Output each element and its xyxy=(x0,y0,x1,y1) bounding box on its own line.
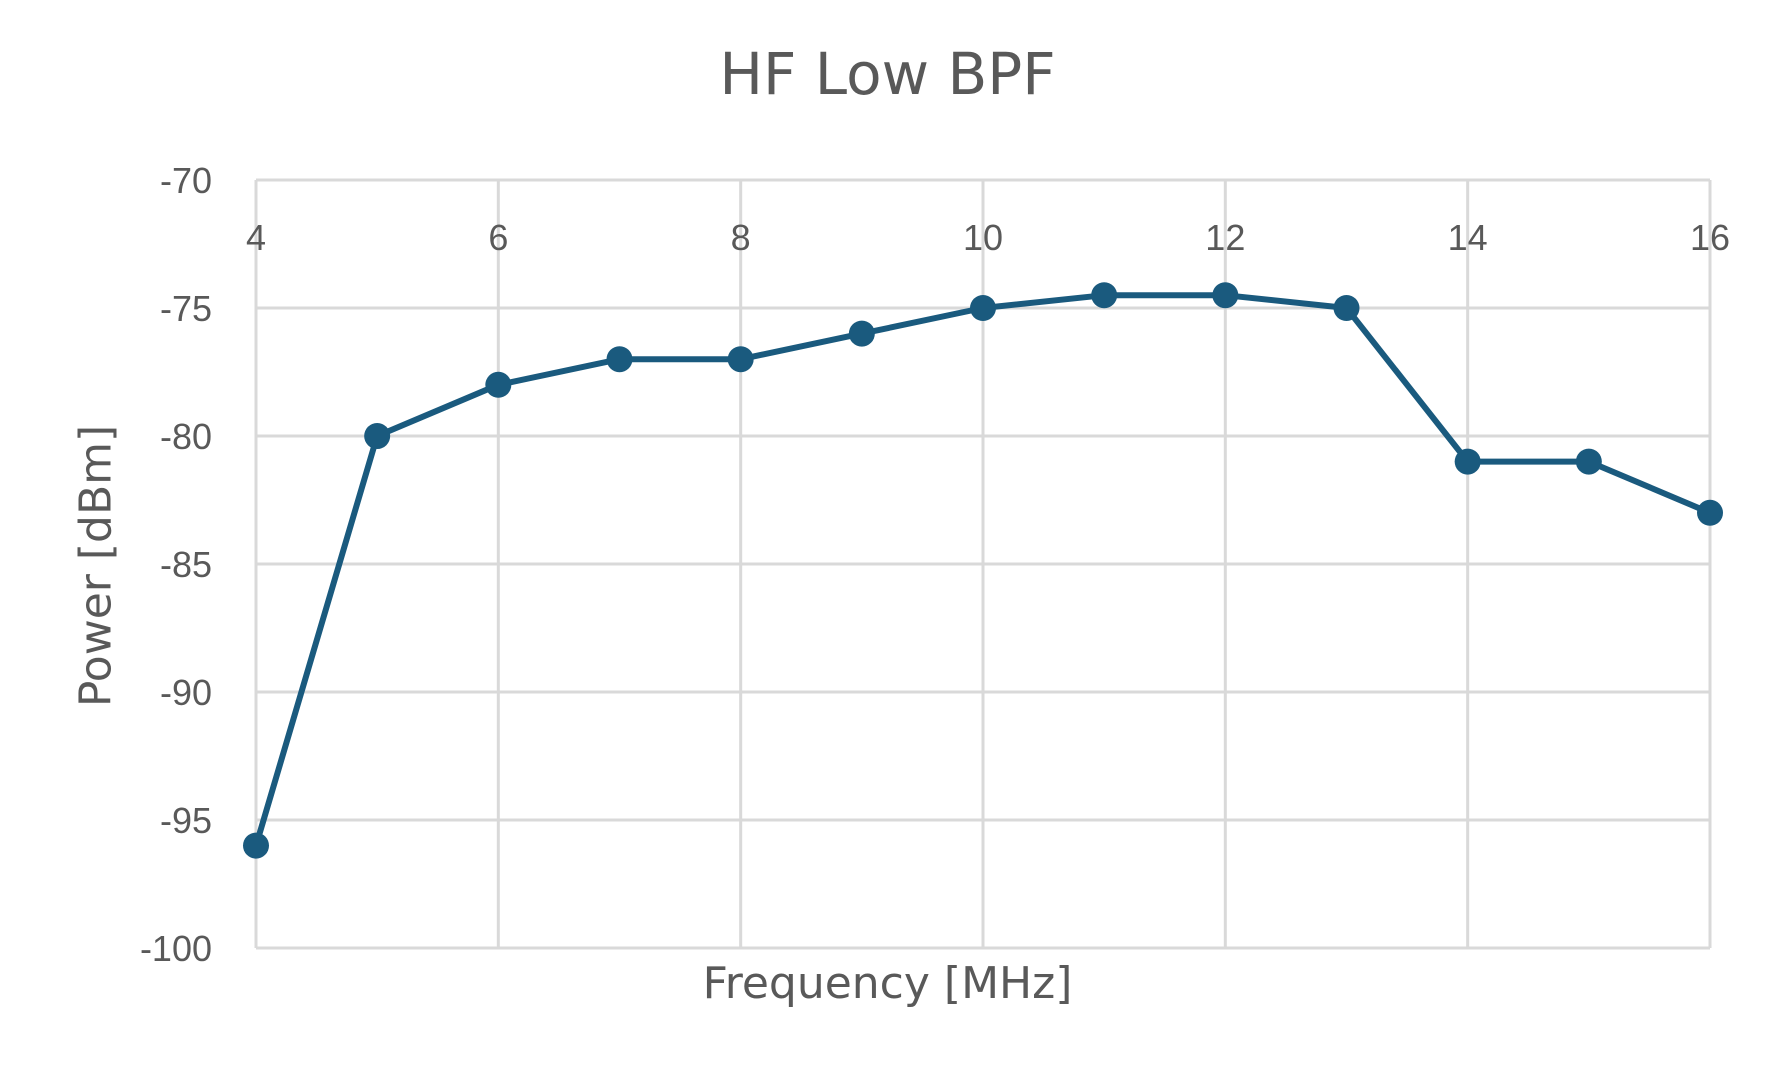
y-tick-label: -75 xyxy=(160,288,212,329)
data-point xyxy=(1454,448,1481,475)
data-point xyxy=(606,346,633,373)
y-tick-labels: -70 -75 -80 -85 -90 -95 -100 xyxy=(140,160,212,969)
data-point xyxy=(1697,499,1723,526)
y-tick-label: -80 xyxy=(160,416,212,457)
x-tick-label: 16 xyxy=(1690,217,1730,258)
y-axis-title: Power [dBm] xyxy=(70,424,122,708)
x-tick-label: 4 xyxy=(246,217,266,258)
x-tick-labels: 4 6 8 10 12 14 16 xyxy=(246,217,1730,258)
y-tick-label: -95 xyxy=(160,800,212,841)
x-axis-title: Frequency [MHz] xyxy=(702,958,1073,1009)
y-tick-label: -100 xyxy=(140,928,212,969)
data-point xyxy=(485,371,512,398)
data-point xyxy=(727,346,754,373)
x-tick-label: 10 xyxy=(963,217,1003,258)
data-points xyxy=(243,282,1723,859)
data-point xyxy=(970,295,996,321)
data-point xyxy=(848,320,875,347)
y-tick-label: -90 xyxy=(160,672,212,713)
x-tick-label: 12 xyxy=(1205,217,1245,258)
x-tick-label: 8 xyxy=(731,217,751,258)
y-tick-label: -70 xyxy=(160,160,212,201)
data-point xyxy=(1575,448,1602,475)
data-point xyxy=(1212,282,1239,309)
data-point xyxy=(1333,295,1360,321)
data-point xyxy=(243,832,269,859)
data-point xyxy=(1091,282,1118,309)
chart-title: HF Low BPF xyxy=(719,40,1056,108)
data-point xyxy=(364,423,391,449)
x-tick-label: 14 xyxy=(1448,217,1488,258)
x-tick-label: 6 xyxy=(488,217,508,258)
y-tick-label: -85 xyxy=(160,544,212,585)
